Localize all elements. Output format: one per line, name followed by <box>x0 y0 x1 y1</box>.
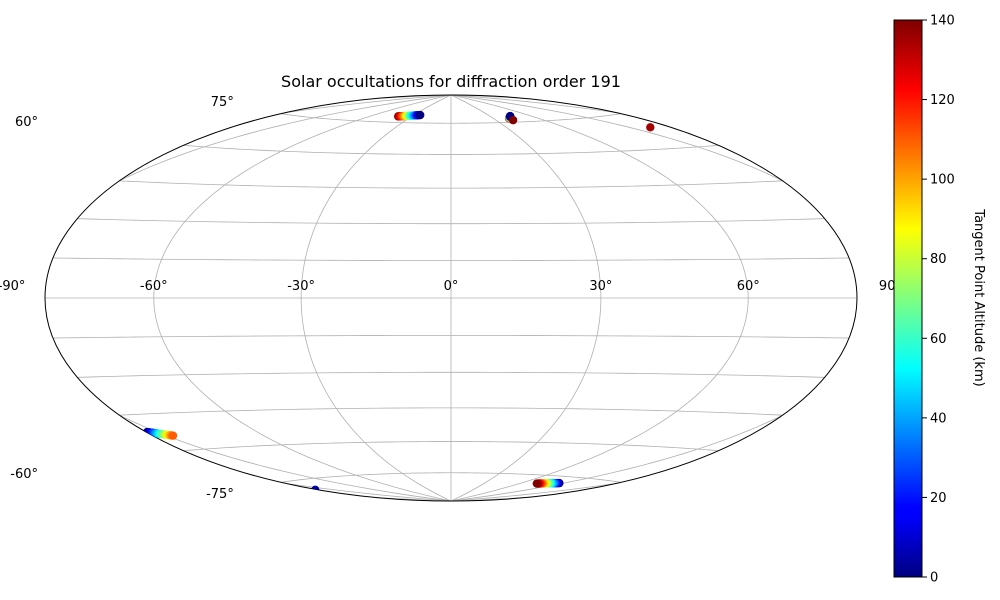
data-point <box>532 479 542 488</box>
colorbar-tick-label: 60 <box>930 332 947 347</box>
colorbar-tick-label: 140 <box>930 14 955 29</box>
lon-tick-label: 0° <box>444 279 459 294</box>
colorbar: 0 20 40 60 80 100 120 140 Tangent Point Altitud… <box>893 14 986 586</box>
lon-tick-label: -90° <box>0 279 25 294</box>
lon-tick-labels: -150°-120°-90°-60°-30°0°30°60°90°120°150… <box>0 279 902 294</box>
data-point <box>646 123 655 132</box>
chart-title: Solar occultations for diffraction order… <box>281 72 621 91</box>
map-grid <box>45 95 857 501</box>
lat-tick-labels: 75°60°45°30°15°0°-15°-30°-45°-60°-75° <box>10 95 234 502</box>
colorbar-gradient <box>893 19 923 578</box>
lat-tick-label: -75° <box>206 487 234 502</box>
lat-tick-label: 75° <box>211 95 234 110</box>
scatter-points <box>142 110 655 495</box>
data-point <box>508 115 518 125</box>
parallel-line <box>45 245 857 261</box>
colorbar-ticks: 0 20 40 60 80 100 120 140 <box>922 14 955 586</box>
colorbar-label: Tangent Point Altitude (km) <box>971 208 986 386</box>
lon-tick-label: -60° <box>140 279 168 294</box>
lon-tick-label: 60° <box>737 279 760 294</box>
lat-tick-label: 60° <box>15 115 38 130</box>
colorbar-tick-label: 20 <box>930 491 947 506</box>
lat-tick-label: -60° <box>10 467 38 482</box>
parallel-line <box>45 371 857 400</box>
map-frame <box>44 94 858 502</box>
data-point <box>168 431 178 440</box>
parallel-line <box>45 407 857 442</box>
data-point <box>416 110 425 120</box>
parallel-line <box>45 154 857 189</box>
lon-tick-label: 30° <box>589 279 612 294</box>
lon-tick-label: -30° <box>287 279 315 294</box>
parallel-line <box>45 335 857 351</box>
colorbar-tick-label: 80 <box>930 252 947 267</box>
parallel-line <box>45 196 857 225</box>
colorbar-tick-label: 100 <box>930 173 955 188</box>
colorbar-tick-label: 40 <box>930 411 947 426</box>
colorbar-tick-label: 120 <box>930 93 955 108</box>
colorbar-tick-label: 0 <box>930 571 938 586</box>
